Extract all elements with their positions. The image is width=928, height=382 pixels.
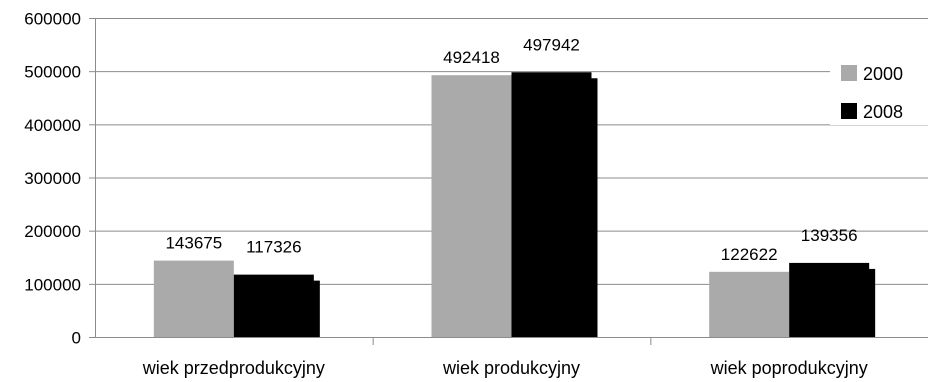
legend-swatch — [841, 103, 857, 119]
legend-swatch — [841, 65, 857, 81]
x-tick-label: wiek produkcyjny — [442, 358, 580, 378]
bar — [511, 72, 592, 337]
data-label: 122622 — [721, 245, 778, 264]
y-tick-label: 600000 — [24, 10, 81, 29]
legend-label: 2000 — [863, 64, 903, 84]
bar — [233, 274, 314, 337]
legend-label: 2008 — [863, 102, 903, 122]
bar — [709, 271, 790, 337]
y-tick-label: 200000 — [24, 222, 81, 241]
bar — [789, 262, 870, 337]
y-tick-label: 400000 — [24, 116, 81, 135]
data-label: 492418 — [443, 48, 500, 67]
y-tick-label: 500000 — [24, 63, 81, 82]
bars — [153, 72, 876, 338]
axes: 0 100000 200000 300000 400000 500000 600000 wie… — [24, 10, 928, 378]
data-labels: 143675 117326 492418 497942 122622 139356 — [165, 35, 857, 264]
data-label: 143675 — [165, 234, 222, 253]
data-label: 139356 — [801, 226, 858, 245]
y-tick-label: 100000 — [24, 275, 81, 294]
y-tick-label: 300000 — [24, 169, 81, 188]
legend: 2000 2008 — [830, 55, 928, 125]
y-tick-label: 0 — [72, 329, 81, 348]
bar — [153, 260, 234, 337]
data-label: 497942 — [523, 35, 580, 54]
x-tick-label: wiek przedprodukcyjny — [142, 358, 325, 378]
bar — [431, 75, 512, 338]
data-label: 117326 — [246, 238, 301, 257]
x-tick-label: wiek poprodukcyjny — [710, 358, 868, 378]
